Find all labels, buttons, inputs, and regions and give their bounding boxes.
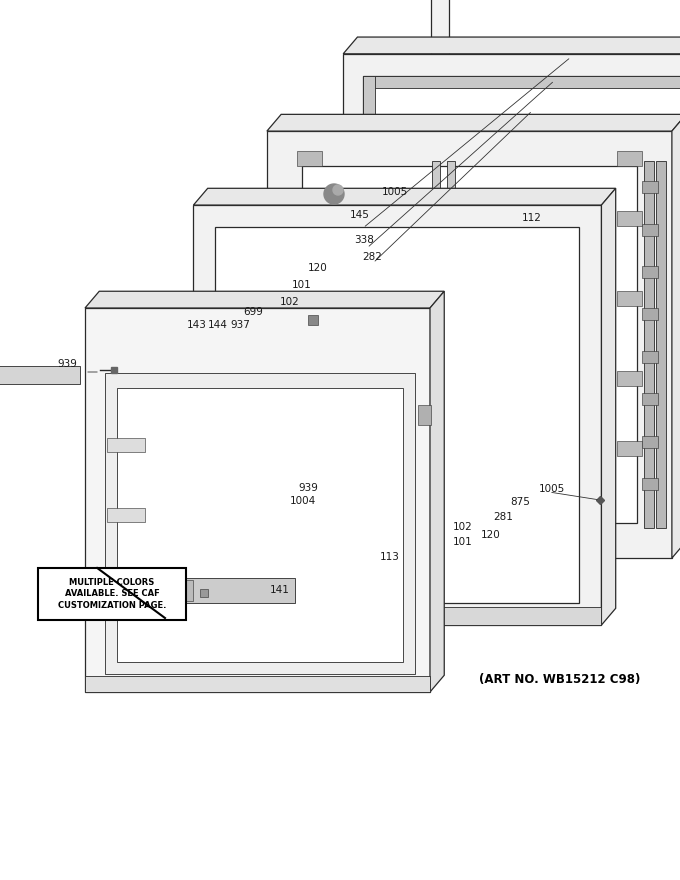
Polygon shape: [617, 441, 642, 456]
Text: 143: 143: [187, 320, 207, 330]
Text: 101: 101: [453, 537, 473, 547]
Polygon shape: [363, 76, 680, 466]
Text: 120: 120: [481, 530, 501, 540]
Text: 102: 102: [280, 297, 300, 307]
Polygon shape: [211, 293, 243, 309]
Polygon shape: [601, 188, 615, 625]
Polygon shape: [302, 166, 637, 523]
Polygon shape: [254, 403, 424, 427]
Polygon shape: [418, 405, 431, 425]
Polygon shape: [105, 373, 415, 674]
Polygon shape: [431, 0, 680, 402]
Text: 112: 112: [522, 213, 542, 223]
Polygon shape: [297, 151, 322, 166]
Polygon shape: [363, 454, 680, 466]
Polygon shape: [297, 371, 322, 386]
Polygon shape: [642, 478, 658, 490]
Polygon shape: [363, 76, 375, 466]
Polygon shape: [432, 161, 440, 528]
Polygon shape: [430, 291, 444, 692]
Text: 1004: 1004: [290, 496, 316, 506]
Text: 338: 338: [354, 235, 374, 245]
Polygon shape: [617, 211, 642, 226]
Polygon shape: [617, 151, 642, 166]
Text: 101: 101: [292, 280, 312, 290]
Polygon shape: [200, 589, 208, 597]
Polygon shape: [267, 114, 680, 131]
Text: 1005: 1005: [382, 187, 408, 197]
Text: 937: 937: [230, 320, 250, 330]
Text: 1005: 1005: [539, 484, 565, 494]
Polygon shape: [449, 0, 680, 382]
Text: 144: 144: [208, 320, 228, 330]
Polygon shape: [656, 161, 666, 528]
Polygon shape: [216, 227, 579, 603]
Polygon shape: [297, 291, 322, 306]
Text: 875: 875: [510, 497, 530, 507]
Polygon shape: [267, 131, 672, 558]
Text: 145: 145: [350, 210, 370, 220]
Polygon shape: [117, 388, 403, 662]
Polygon shape: [85, 308, 430, 692]
Polygon shape: [642, 181, 658, 193]
Polygon shape: [193, 607, 601, 625]
Polygon shape: [211, 403, 243, 419]
Circle shape: [324, 184, 344, 204]
Text: (ART NO. WB15212 C98): (ART NO. WB15212 C98): [479, 673, 640, 686]
Polygon shape: [363, 76, 680, 88]
Polygon shape: [0, 366, 80, 384]
Text: 141: 141: [270, 585, 290, 595]
Polygon shape: [642, 351, 658, 363]
Text: 939: 939: [298, 483, 318, 493]
Polygon shape: [617, 291, 642, 306]
Polygon shape: [179, 580, 193, 601]
Polygon shape: [297, 441, 322, 456]
Polygon shape: [297, 211, 322, 226]
Polygon shape: [644, 161, 654, 528]
Bar: [38, 568, 186, 620]
Circle shape: [333, 185, 343, 195]
Polygon shape: [107, 508, 145, 522]
Polygon shape: [85, 291, 444, 308]
Polygon shape: [642, 224, 658, 236]
Polygon shape: [107, 438, 145, 452]
Polygon shape: [193, 188, 615, 205]
Text: 120: 120: [308, 263, 328, 273]
Text: 699: 699: [243, 307, 263, 317]
Text: 282: 282: [362, 252, 382, 262]
Polygon shape: [185, 578, 295, 603]
Polygon shape: [85, 676, 430, 692]
Text: 102: 102: [453, 522, 473, 532]
Polygon shape: [245, 405, 258, 425]
Polygon shape: [642, 308, 658, 320]
Polygon shape: [343, 37, 680, 54]
Polygon shape: [617, 371, 642, 386]
Polygon shape: [447, 161, 455, 528]
Text: MULTIPLE COLORS
AVAILABLE. SEE CAF
CUSTOMIZATION PAGE.: MULTIPLE COLORS AVAILABLE. SEE CAF CUSTO…: [58, 578, 166, 610]
Polygon shape: [309, 315, 318, 325]
Polygon shape: [642, 393, 658, 406]
Text: 281: 281: [493, 512, 513, 522]
Polygon shape: [642, 266, 658, 278]
Text: 939: 939: [57, 359, 77, 369]
Polygon shape: [193, 205, 601, 625]
Polygon shape: [642, 436, 658, 448]
Text: 113: 113: [380, 552, 400, 562]
Polygon shape: [672, 114, 680, 558]
Polygon shape: [343, 54, 680, 488]
